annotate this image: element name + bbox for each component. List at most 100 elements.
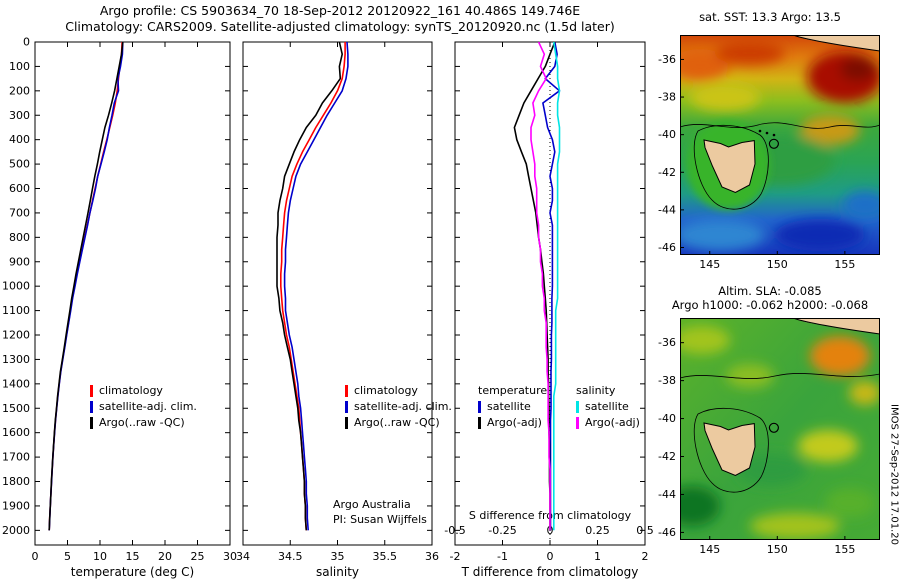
mainland-coastline [792, 318, 880, 335]
argo-float-location-marker [768, 138, 780, 149]
temperature-x-tick-label: 10 [93, 550, 107, 563]
difference-x-tick-label: 0 [547, 550, 554, 563]
diff-legend-temperature-header: temperature [478, 384, 548, 397]
sst-lat-tick-label: -38 [658, 91, 676, 104]
sst-lat-tick-label: -40 [658, 128, 676, 141]
mainland-australia-landmass [793, 318, 880, 334]
high-sla-blob [810, 336, 870, 376]
tasmania-landmass [703, 422, 756, 477]
profile-line-salinity-satellite [552, 41, 561, 531]
tasmania-landmass [703, 139, 756, 194]
difference-x-tick-label: -2 [450, 550, 461, 563]
profile-line-temperature-satellite [542, 41, 561, 531]
orange-patch [800, 115, 860, 145]
difference-x-tick-label: 2 [642, 550, 649, 563]
credit-argo-australia: Argo Australia [333, 498, 411, 511]
mainland-australia-landmass [793, 35, 880, 51]
cold-patch [775, 219, 865, 251]
salinity-x-tick-label: 34 [236, 550, 250, 563]
legend-item-temp-satellite: satellite [478, 400, 531, 413]
legend-label-climatology: climatology [99, 384, 163, 397]
depth-tick-label: 1300 [2, 353, 30, 366]
temperature-x-tick-label: 5 [64, 550, 71, 563]
sst-lat-tick-label: -36 [658, 53, 676, 66]
sla-yellow-patch2 [798, 430, 858, 462]
sla-map-frame [680, 318, 880, 540]
argo-line-swatch [90, 416, 93, 429]
depth-tick-label: 100 [9, 60, 30, 73]
salinity-x-axis-label: salinity [316, 565, 359, 579]
depth-tick-label: 2000 [2, 524, 30, 537]
sla-field-blobs [680, 326, 880, 539]
sla-lon-tick-label: 145 [699, 543, 720, 556]
legend-label-satellite-adj-sal: satellite-adj. clim. [354, 400, 452, 413]
sla-yellowgreen-patch2 [726, 364, 774, 388]
depth-tick-label: 1800 [2, 475, 30, 488]
credit-pi: PI: Susan Wijffels [333, 513, 427, 526]
inner-axis-tick-label: -0.25 [488, 524, 516, 537]
shelf-contour-line [693, 124, 769, 210]
temperature-x-tick-label: 25 [191, 550, 205, 563]
salinity-x-tick-label: 34.5 [278, 550, 303, 563]
track-dot [758, 129, 762, 133]
temp-satellite-swatch [478, 400, 481, 413]
legend-item-satellite-adj: satellite-adj. clim. [90, 400, 197, 413]
diff-legend-salinity-header: salinity [576, 384, 616, 397]
warm-band-blob2 [715, 41, 785, 65]
sst-map-title: sat. SST: 13.3 Argo: 13.5 [699, 10, 841, 24]
profile-line-salinity-argo--adj- [530, 41, 551, 531]
depth-tick-label: 1200 [2, 329, 30, 342]
sla-lat-tick-label: -44 [658, 488, 676, 501]
sla-contour-line [680, 373, 880, 379]
depth-tick-label: 0 [23, 36, 30, 49]
sla-lat-tick-label: -36 [658, 336, 676, 349]
satellite-adj-line-swatch [345, 400, 348, 413]
legend-label-satellite-adj: satellite-adj. clim. [99, 400, 197, 413]
inner-axis-tick-label: -0.5 [444, 524, 465, 537]
profile-line-argo---raw--qc- [48, 41, 124, 531]
sla-map-title-line2: Argo h1000: -0.062 h2000: -0.068 [671, 298, 869, 312]
climatology-line-swatch [345, 384, 348, 397]
sla-lon-tick-label: 155 [834, 543, 855, 556]
depth-tick-label: 600 [9, 182, 30, 195]
depth-tick-label: 400 [9, 133, 30, 146]
depth-tick-label: 800 [9, 231, 30, 244]
sst-lat-tick-label: -44 [658, 203, 676, 216]
sla-green-patch2 [825, 488, 875, 518]
legend-item-climatology: climatology [90, 384, 163, 397]
sal-satellite-swatch [576, 400, 579, 413]
cool-patch [680, 219, 765, 251]
profile-line-satellite-adj--clim- [48, 41, 124, 531]
legend-item-sal-argo: Argo(-adj) [576, 416, 640, 429]
depth-tick-label: 1700 [2, 451, 30, 464]
depth-tick-label: 1500 [2, 402, 30, 415]
sla-lon-tick-label: 150 [767, 543, 788, 556]
depth-tick-label: 500 [9, 158, 30, 171]
profile-line-climatology [48, 41, 123, 531]
difference-x-tick-label: 1 [594, 550, 601, 563]
sla-green-patch [738, 454, 806, 486]
legend-label-climatology-sal: climatology [354, 384, 418, 397]
depth-tick-label: 300 [9, 109, 30, 122]
salinity-x-tick-label: 36 [425, 550, 439, 563]
profile-line-argo---raw--qc- [276, 41, 344, 531]
sla-lat-tick-label: -46 [658, 526, 676, 539]
track-dot [772, 133, 776, 137]
sla-map-title-line1: Altim. SLA: -0.085 [718, 284, 822, 298]
legend-item-argo-raw: Argo(..raw -QC) [90, 416, 185, 429]
sla-shelf-contour [693, 407, 769, 493]
figure-title-line2: Climatology: CARS2009. Satellite-adjuste… [65, 19, 615, 34]
sla-yellow-patch3 [750, 513, 840, 539]
difference-x-tick-label: -1 [497, 550, 508, 563]
sla-lat-tick-label: -38 [658, 374, 676, 387]
depth-tick-label: 1600 [2, 426, 30, 439]
sst-map [680, 35, 880, 255]
mainland-coastline [792, 35, 880, 52]
legend-item-climatology-sal: climatology [345, 384, 418, 397]
legend-label-temp-argo: Argo(-adj) [487, 416, 542, 429]
difference-x-axis-label: T difference from climatology [461, 565, 639, 579]
legend-item-argo-raw-sal: Argo(..raw -QC) [345, 416, 440, 429]
sla-lat-tick-label: -42 [658, 450, 676, 463]
sla-lat-tick-label: -40 [658, 412, 676, 425]
